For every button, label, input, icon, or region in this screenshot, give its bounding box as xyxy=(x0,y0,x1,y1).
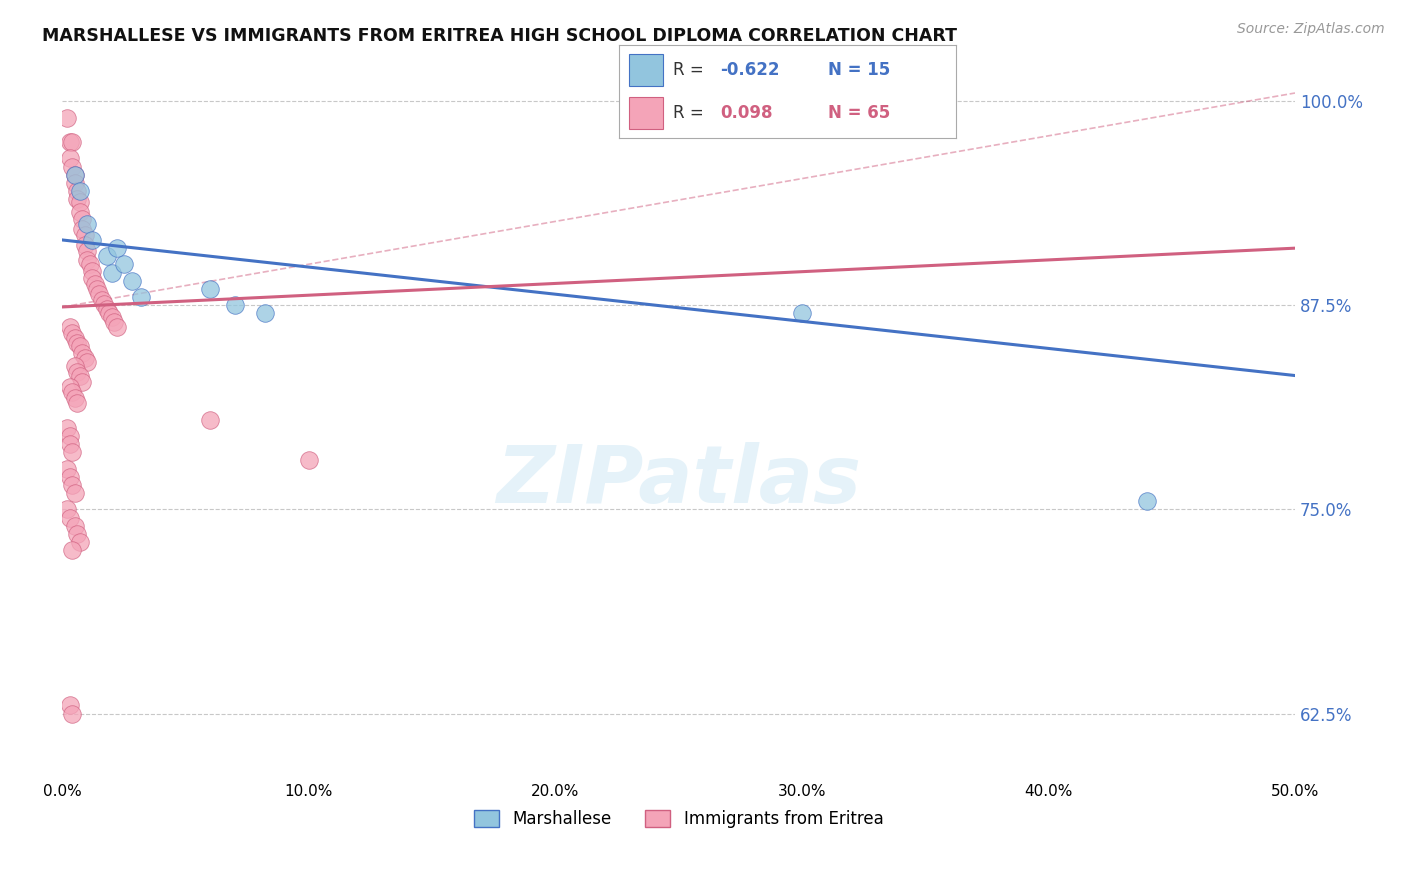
Point xyxy=(105,319,128,334)
Point xyxy=(1136,494,1159,508)
Point xyxy=(69,184,91,198)
Point xyxy=(66,335,89,350)
Point xyxy=(59,380,82,394)
Point xyxy=(96,249,118,263)
Bar xyxy=(628,97,662,129)
Point xyxy=(59,319,82,334)
Text: MARSHALLESE VS IMMIGRANTS FROM ERITREA HIGH SCHOOL DIPLOMA CORRELATION CHART: MARSHALLESE VS IMMIGRANTS FROM ERITREA H… xyxy=(42,27,957,45)
Point xyxy=(60,445,83,459)
Point xyxy=(60,478,83,492)
Point xyxy=(105,241,128,255)
Point xyxy=(96,301,118,316)
Text: R =: R = xyxy=(672,61,709,78)
Point xyxy=(63,168,86,182)
Point xyxy=(69,339,91,353)
Point xyxy=(59,429,82,443)
Point xyxy=(60,706,83,721)
Point xyxy=(73,228,96,243)
Point xyxy=(69,195,91,210)
Point xyxy=(76,217,98,231)
Point xyxy=(93,296,115,310)
Point xyxy=(112,258,135,272)
Point xyxy=(63,392,86,406)
Point xyxy=(60,543,83,558)
Point xyxy=(69,368,91,383)
Point xyxy=(70,211,93,226)
Point xyxy=(76,355,98,369)
Text: 0.098: 0.098 xyxy=(720,104,772,122)
Point xyxy=(60,384,83,399)
Point xyxy=(66,184,89,198)
Point xyxy=(101,310,124,324)
Text: Source: ZipAtlas.com: Source: ZipAtlas.com xyxy=(1237,22,1385,37)
Point xyxy=(73,238,96,252)
Point xyxy=(70,221,93,235)
Point xyxy=(80,264,103,278)
Point xyxy=(790,306,813,320)
Point xyxy=(76,244,98,259)
Text: N = 65: N = 65 xyxy=(828,104,890,122)
Point xyxy=(298,453,321,467)
Point xyxy=(80,233,103,247)
Text: ZIPatlas: ZIPatlas xyxy=(496,442,862,519)
Point xyxy=(69,535,91,549)
Point xyxy=(200,412,222,426)
Text: R =: R = xyxy=(672,104,709,122)
Point xyxy=(200,282,222,296)
Point xyxy=(60,135,83,149)
Point xyxy=(63,331,86,345)
Point xyxy=(59,437,82,451)
Legend: Marshallese, Immigrants from Eritrea: Marshallese, Immigrants from Eritrea xyxy=(468,803,890,835)
Point xyxy=(69,205,91,219)
Point xyxy=(56,502,79,516)
Point xyxy=(59,698,82,713)
Point xyxy=(60,326,83,340)
Point xyxy=(60,160,83,174)
Point xyxy=(83,277,105,291)
Point xyxy=(66,365,89,379)
Point xyxy=(63,176,86,190)
Point xyxy=(66,192,89,206)
Text: -0.622: -0.622 xyxy=(720,61,779,78)
Point xyxy=(91,293,114,308)
Point xyxy=(86,282,108,296)
Point xyxy=(79,258,101,272)
Point xyxy=(56,111,79,125)
Point xyxy=(56,461,79,475)
Point xyxy=(59,135,82,149)
Point xyxy=(59,470,82,484)
Text: N = 15: N = 15 xyxy=(828,61,890,78)
Point xyxy=(73,351,96,365)
Point xyxy=(63,518,86,533)
Bar xyxy=(628,54,662,86)
Point xyxy=(59,510,82,524)
Point xyxy=(66,396,89,410)
Point xyxy=(66,527,89,541)
Point xyxy=(63,486,86,500)
Point xyxy=(224,298,246,312)
Point xyxy=(89,286,111,301)
Point xyxy=(63,168,86,182)
Point xyxy=(121,274,143,288)
Point xyxy=(98,306,121,320)
Point xyxy=(103,315,125,329)
Point xyxy=(253,306,276,320)
Point xyxy=(76,252,98,267)
Point xyxy=(59,152,82,166)
Point xyxy=(101,266,124,280)
Point xyxy=(80,270,103,285)
Point xyxy=(131,290,153,304)
Point xyxy=(70,345,93,359)
Point xyxy=(63,359,86,373)
Point xyxy=(56,421,79,435)
Point xyxy=(70,375,93,389)
